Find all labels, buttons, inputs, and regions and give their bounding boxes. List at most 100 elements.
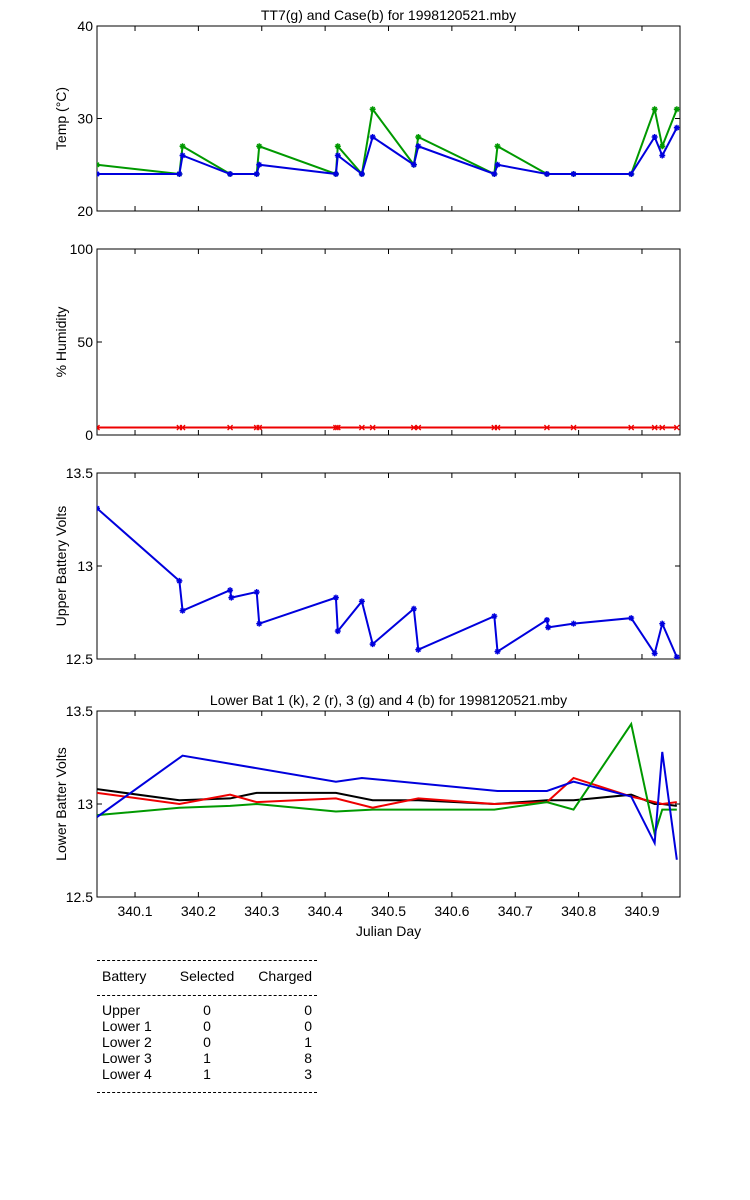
series-line-lower-4-b [97, 751, 678, 860]
data-point [179, 152, 186, 159]
cell-battery: Lower 3 [102, 1050, 152, 1066]
cell-battery: Upper [102, 1002, 141, 1018]
series-line-case [97, 127, 678, 176]
cell-selected: 0 [203, 1002, 211, 1018]
header-battery: Battery [102, 968, 147, 984]
series-group [97, 424, 680, 431]
data-point [256, 620, 263, 627]
data-point [415, 134, 422, 140]
chart-title: TT7(g) and Case(b) for 1998120521.mby [261, 7, 516, 23]
table-row: Upper 0 0 [97, 1002, 317, 1018]
data-point [659, 143, 666, 150]
header-charged: Charged [258, 968, 312, 984]
data-point [651, 650, 658, 657]
data-point [628, 171, 635, 177]
data-point [659, 620, 666, 627]
data-point [491, 613, 498, 620]
data-point [673, 124, 680, 131]
data-point [97, 424, 100, 431]
data-point [494, 143, 501, 150]
data-point [176, 577, 183, 584]
data-point [369, 106, 376, 113]
data-point [179, 143, 186, 150]
data-point [369, 641, 376, 648]
x-tick-label: 340.9 [624, 903, 659, 919]
y-tick-label: 30 [77, 111, 93, 127]
data-point [659, 424, 666, 431]
data-point [570, 620, 577, 627]
data-point [673, 106, 680, 113]
y-axis-label: Upper Battery Volts [53, 506, 69, 627]
data-point [494, 648, 501, 655]
x-axis-label: Julian Day [356, 923, 421, 939]
data-point [673, 654, 680, 659]
y-tick-label: 12.5 [66, 889, 93, 905]
data-point [97, 505, 100, 512]
data-point [227, 171, 234, 177]
y-tick-label: 20 [77, 203, 93, 219]
cell-charged: 3 [304, 1066, 312, 1082]
cell-selected: 1 [203, 1050, 211, 1066]
data-point [227, 424, 234, 431]
y-axis-label: Lower Batter Volts [53, 747, 69, 861]
plot-frame [96, 25, 681, 212]
table-row: Lower 4 1 3 [97, 1066, 317, 1082]
x-tick-label: 340.2 [181, 903, 216, 919]
data-point [570, 424, 577, 431]
chart-title: Lower Bat 1 (k), 2 (r), 3 (g) and 4 (b) … [210, 692, 567, 708]
data-point [179, 424, 186, 431]
y-tick-label: 13.5 [66, 703, 93, 719]
data-point [570, 171, 577, 177]
y-axis-label: % Humidity [53, 307, 69, 378]
data-point [358, 424, 365, 431]
data-point [358, 598, 365, 605]
data-point [415, 143, 422, 150]
cell-charged: 0 [304, 1002, 312, 1018]
table-header-row: Battery Selected Charged [97, 965, 317, 987]
data-point [369, 134, 376, 140]
plot-frame [96, 248, 681, 436]
cell-selected: 0 [203, 1034, 211, 1050]
data-point [253, 171, 260, 177]
panel-1: 20 30 40 TT7(g) and Case(b) for 1998120521.… [53, 7, 681, 219]
data-point [334, 424, 341, 431]
data-point [543, 171, 550, 177]
table-row: Lower 3 1 8 [97, 1050, 317, 1066]
data-point [228, 594, 235, 601]
data-point [628, 424, 635, 431]
header-selected: Selected [179, 968, 235, 984]
battery-status-table: Battery Selected Charged Upper 0 0 Lower… [97, 960, 317, 1093]
data-point [415, 424, 422, 431]
x-tick-label: 340.7 [498, 903, 533, 919]
data-point [651, 106, 658, 113]
data-point [369, 424, 376, 431]
table-row: Lower 2 0 1 [97, 1034, 317, 1050]
data-point [410, 161, 417, 168]
data-point [494, 424, 501, 431]
data-point [179, 607, 186, 614]
data-point [97, 161, 100, 168]
series-group [97, 721, 678, 860]
data-point [256, 424, 263, 431]
y-tick-label: 50 [77, 334, 93, 350]
data-point [97, 171, 100, 177]
x-tick-label: 340.8 [561, 903, 596, 919]
cell-charged: 8 [304, 1050, 312, 1066]
data-point [176, 171, 183, 177]
data-point [410, 605, 417, 612]
y-tick-label: 40 [77, 18, 93, 34]
cell-charged: 0 [304, 1018, 312, 1034]
x-tick-label: 340.1 [117, 903, 152, 919]
y-tick-label: 13 [77, 558, 93, 574]
data-point [543, 424, 550, 431]
panel-4: 340.1 340.2 340.3 340.4 340.5 340.6 340.7 340.8… [53, 692, 681, 939]
x-tick-label: 340.4 [308, 903, 343, 919]
data-point [545, 624, 552, 631]
data-point [334, 152, 341, 159]
data-point [332, 424, 339, 431]
cell-battery: Lower 1 [102, 1018, 152, 1034]
data-point [491, 171, 498, 177]
table-bottom-rule [97, 1092, 317, 1093]
cell-battery: Lower 4 [102, 1066, 152, 1082]
